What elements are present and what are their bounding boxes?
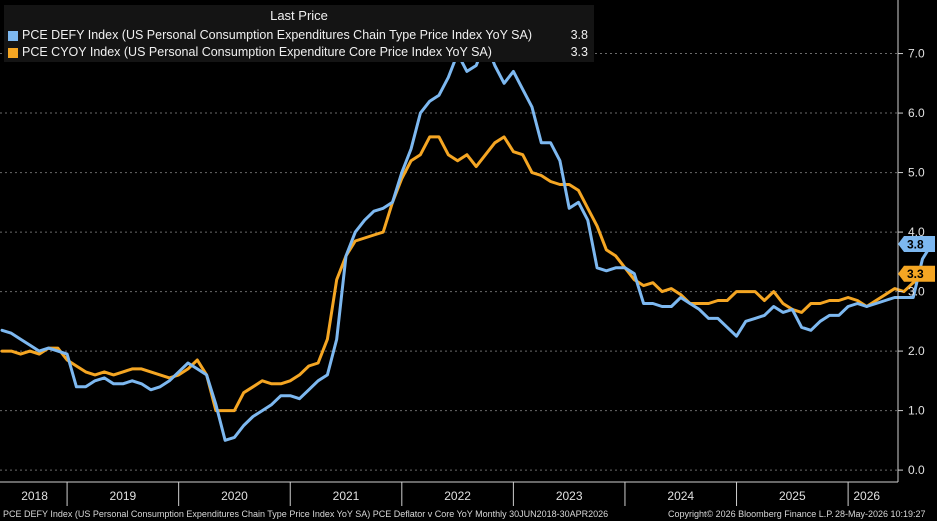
y-tick-label: 3.0 — [908, 285, 925, 299]
x-tick-label: 2021 — [333, 489, 360, 503]
series-layer — [0, 40, 934, 442]
last-value-tag-shape — [898, 265, 935, 282]
y-tick-label: 5.0 — [908, 166, 925, 180]
legend-label: PCE CYOY Index (US Personal Consumption … — [22, 45, 492, 59]
y-tick-label: 0.0 — [908, 463, 925, 477]
x-tick-label: 2026 — [853, 489, 880, 503]
footer-copyright: Copyright© 2026 Bloomberg Finance L.P. — [668, 509, 834, 519]
series-line-pce-defy — [0, 40, 934, 442]
footer-timestamp: 28-May-2026 10:19:27 — [835, 509, 926, 519]
x-axis: 2018 2019 2020 2021 2022 2023 2024 2025 2026 — [0, 481, 898, 506]
x-tick-label: 2025 — [779, 489, 806, 503]
last-value-tag-shape — [898, 235, 935, 252]
footer-description: PCE DEFY Index (US Personal Consumption … — [3, 509, 609, 519]
last-value-tag-pce-defy: 3.8 — [898, 235, 935, 252]
legend-swatch-pce-cyoy — [8, 48, 18, 58]
y-axis: 0.0 1.0 2.0 3.0 4.0 5.0 6.0 7.0 3.8 3.3 — [897, 0, 935, 482]
last-value-tag-label: 3.8 — [907, 237, 924, 251]
x-tick-label: 2022 — [444, 489, 471, 503]
legend-label: PCE DEFY Index (US Personal Consumption … — [22, 28, 532, 42]
x-tick-label: 2024 — [667, 489, 694, 503]
series-line-pce-cyoy — [0, 135, 934, 413]
y-tick-label: 2.0 — [908, 344, 925, 358]
legend-value: 3.3 — [570, 45, 588, 59]
grid-layer — [0, 53, 898, 471]
y-tick-label: 1.0 — [908, 404, 925, 418]
legend-value: 3.8 — [570, 28, 588, 42]
last-value-tag-pce-cyoy: 3.3 — [898, 265, 935, 282]
legend-title: Last Price — [270, 8, 328, 23]
x-tick-label: 2019 — [110, 489, 137, 503]
y-tick-label: 6.0 — [908, 106, 925, 120]
legend: Last Price PCE DEFY Index (US Personal C… — [4, 5, 594, 62]
x-tick-label: 2023 — [556, 489, 583, 503]
y-tick-label: 7.0 — [908, 47, 925, 61]
legend-item-pce-defy[interactable]: PCE DEFY Index (US Personal Consumption … — [8, 28, 588, 44]
y-tick-label: 4.0 — [908, 225, 925, 239]
legend-item-pce-cyoy[interactable]: PCE CYOY Index (US Personal Consumption … — [8, 45, 588, 61]
legend-swatch-pce-defy — [8, 31, 18, 41]
last-value-tag-label: 3.3 — [907, 267, 924, 281]
x-tick-label: 2018 — [21, 489, 48, 503]
footer: PCE DEFY Index (US Personal Consumption … — [0, 507, 937, 521]
x-tick-label: 2020 — [221, 489, 248, 503]
